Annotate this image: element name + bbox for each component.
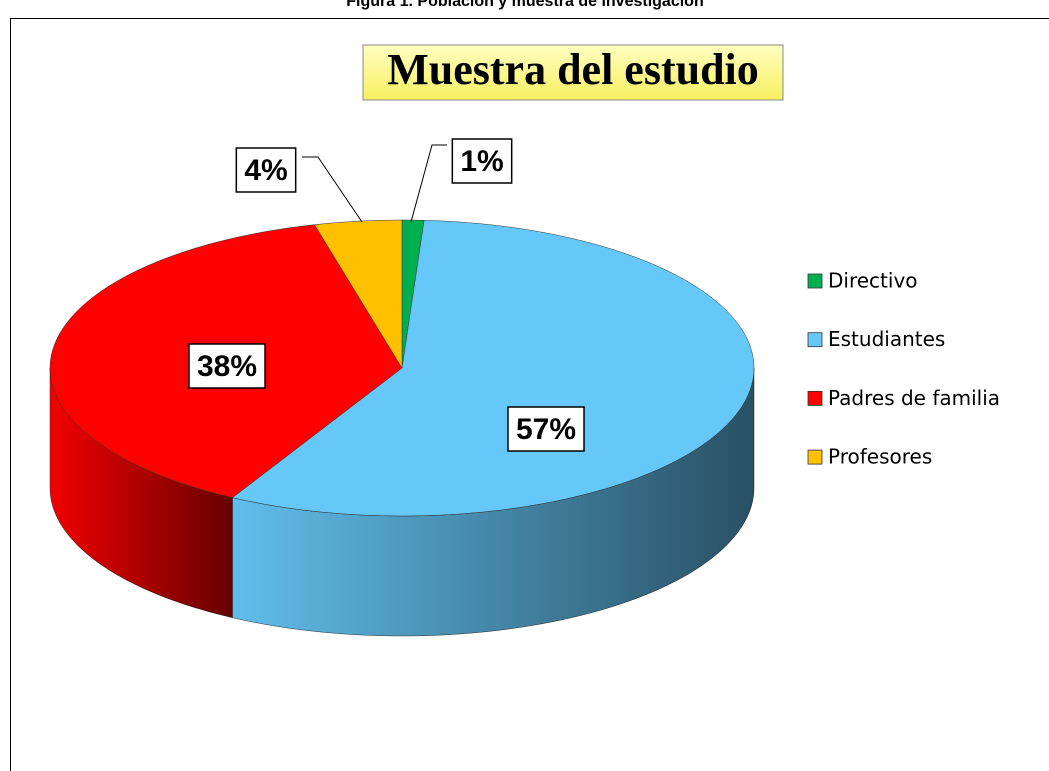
leader-line (302, 156, 363, 223)
legend-label: Padres de familia (828, 386, 1000, 410)
legend-swatch (807, 273, 823, 289)
data-label-box (451, 138, 513, 184)
data-label-box (507, 406, 585, 452)
data-label: 1% (460, 145, 503, 178)
data-labels: 1% 57% 38% 4% (188, 138, 585, 452)
data-label-box (188, 343, 266, 389)
title-box (362, 44, 784, 101)
legend-label: Profesores (828, 445, 932, 469)
legend-swatch (807, 449, 823, 465)
chart-title: Muestra del estudio (387, 45, 759, 94)
legend-swatch (807, 332, 823, 348)
legend: Directivo Estudiantes Padres de familia Pro… (807, 269, 1000, 469)
pie-sides (49, 367, 755, 637)
legend-label: Estudiantes (828, 327, 945, 351)
data-label: 4% (244, 154, 287, 187)
pie-slice (314, 219, 403, 369)
data-label-box (235, 147, 297, 193)
caption: Figura 1. Población y muestra de investi… (346, 0, 703, 10)
leader-line (410, 144, 447, 223)
legend-label: Directivo (828, 269, 918, 293)
side-shade (50, 368, 233, 618)
data-label: 57% (516, 413, 576, 446)
side-shade (232, 368, 754, 636)
legend-swatch (807, 390, 823, 406)
data-label: 38% (197, 350, 257, 383)
pie-tops (49, 219, 755, 517)
chart-frame (10, 18, 1049, 771)
pie-slice (231, 220, 755, 517)
